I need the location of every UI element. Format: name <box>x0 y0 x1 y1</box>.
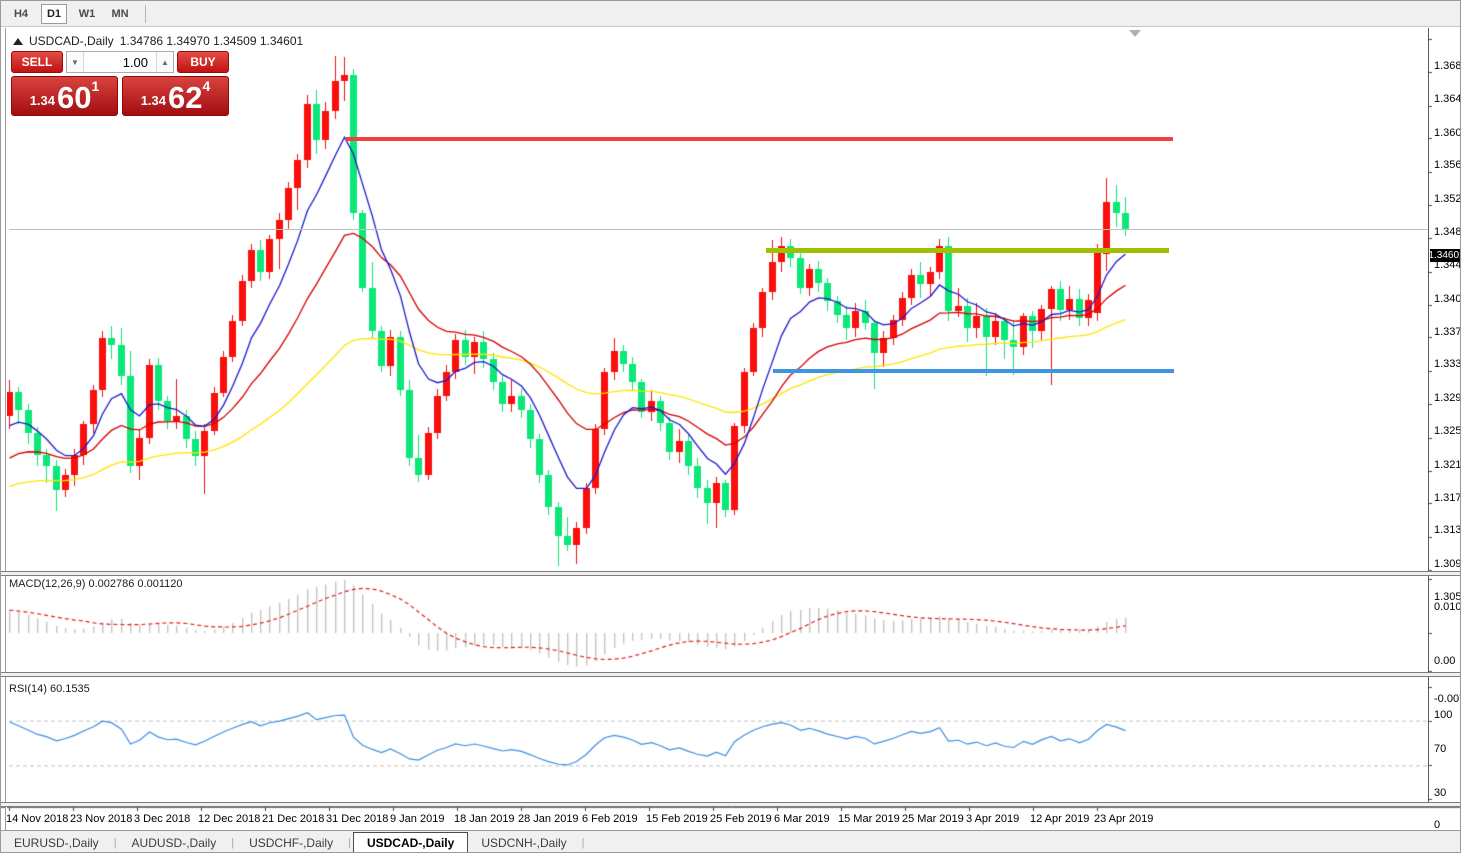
date-axis-label: 12 Dec 2018 <box>198 813 261 825</box>
date-axis-label: 6 Mar 2019 <box>774 813 830 825</box>
price-axis-label: 1.36460 <box>1434 93 1461 105</box>
one-click-collapse-icon[interactable] <box>13 37 23 45</box>
price-axis[interactable]: 1.36850 1.36460 1.36060 1.35670 1.35270 1.348… <box>1428 28 1461 831</box>
buy-button[interactable]: BUY <box>177 51 229 73</box>
price-axis-label: 1.33700 <box>1434 326 1461 338</box>
current-price-tag: 1.34601 <box>1428 249 1461 262</box>
price-axis-label: 1.31730 <box>1434 492 1461 504</box>
price-axis-label: 1.30940 <box>1434 558 1461 570</box>
buy-price-base: 1.34 <box>140 93 167 108</box>
price-axis-label: 1.32910 <box>1434 392 1461 404</box>
chart-shift-marker-icon[interactable] <box>1129 30 1141 37</box>
date-axis-label: 15 Feb 2019 <box>646 813 708 825</box>
price-axis-label: 1.36850 <box>1434 60 1461 72</box>
tab-separator: | <box>113 836 117 849</box>
volume-increase-icon[interactable]: ▲ <box>156 52 173 72</box>
price-axis-label: 1.32120 <box>1434 459 1461 471</box>
breakout-line[interactable] <box>766 248 1169 253</box>
date-axis-label: 23 Apr 2019 <box>1094 813 1154 825</box>
tab-usdchf[interactable]: USDCHF-,Daily <box>249 835 334 850</box>
date-axis-label: 15 Mar 2019 <box>838 813 900 825</box>
date-axis-label: 25 Feb 2019 <box>710 813 772 825</box>
rsi-axis-label: 100 <box>1434 709 1453 721</box>
pane-separator-macd-rsi[interactable] <box>1 672 1460 677</box>
sell-price-panel[interactable]: 1.34 60 1 <box>11 76 118 116</box>
ohlc-values: 1.34786 1.34970 1.34509 1.34601 <box>119 34 304 48</box>
tab-usdcad[interactable]: USDCAD-,Daily <box>352 831 469 852</box>
date-axis-label: 3 Dec 2018 <box>134 813 191 825</box>
buy-price-pip: 4 <box>202 78 211 94</box>
price-axis-label: 1.34880 <box>1434 226 1461 238</box>
tab-audusd[interactable]: AUDUSD-,Daily <box>131 835 217 850</box>
sell-button[interactable]: SELL <box>11 51 63 73</box>
volume-decrease-icon[interactable]: ▼ <box>67 52 84 72</box>
date-axis-label: 31 Dec 2018 <box>326 813 389 825</box>
price-axis-label: 1.32520 <box>1434 425 1461 437</box>
price-axis-label: 1.31340 <box>1434 524 1461 536</box>
date-axis-label: 25 Mar 2019 <box>902 813 964 825</box>
buy-price-panel[interactable]: 1.34 62 4 <box>122 76 229 116</box>
date-axis-label: 12 Apr 2019 <box>1030 813 1090 825</box>
date-axis[interactable]: 14 Nov 2018 23 Nov 2018 3 Dec 2018 12 Dec 2… <box>1 807 1460 830</box>
date-axis-label: 18 Jan 2019 <box>454 813 515 825</box>
symbol-period-label: USDCAD-,Daily <box>29 34 114 48</box>
macd-axis-label: 0.010229 <box>1434 601 1461 613</box>
rsi-indicator-label: RSI(14) 60.1535 <box>9 683 90 695</box>
pane-separator-rsi-axis[interactable] <box>1 802 1460 807</box>
chart-title: USDCAD-,Daily 1.34786 1.34970 1.34509 1.… <box>13 34 303 48</box>
pane-separator-main-macd[interactable] <box>1 571 1460 576</box>
sell-price-pip: 1 <box>91 78 100 94</box>
tab-eurusd[interactable]: EURUSD-,Daily <box>14 835 99 850</box>
macd-indicator-label: MACD(12,26,9) 0.002786 0.001120 <box>9 578 183 590</box>
date-axis-label: 9 Jan 2019 <box>390 813 445 825</box>
price-axis-label: 1.35670 <box>1434 159 1461 171</box>
price-axis-label: 1.34090 <box>1434 293 1461 305</box>
tab-separator: | <box>348 836 351 849</box>
sell-price-big: 60 <box>57 80 92 115</box>
one-click-trading-panel: SELL ▼ 1.00 ▲ BUY 1.34 60 1 1.34 62 4 <box>11 51 230 116</box>
tab-separator: | <box>581 836 585 849</box>
tab-usdcnh[interactable]: USDCNH-,Daily <box>481 835 567 850</box>
buy-price-big: 62 <box>168 80 203 115</box>
symbol-tab-bar: EURUSD-,Daily | AUDUSD-,Daily | USDCHF-,Dail… <box>1 830 1460 852</box>
price-axis-label: 1.30550 <box>1434 591 1461 603</box>
date-axis-label: 14 Nov 2018 <box>6 813 69 825</box>
volume-stepper: ▼ 1.00 ▲ <box>66 51 174 73</box>
macd-axis-label: -0.00747 <box>1434 693 1460 705</box>
date-axis-label: 28 Jan 2019 <box>518 813 579 825</box>
date-axis-label: 21 Dec 2018 <box>262 813 325 825</box>
bid-price-line <box>9 229 1428 230</box>
chart-left-frame <box>5 28 7 830</box>
price-axis-label: 1.35270 <box>1434 193 1461 205</box>
price-axis-label: 1.36060 <box>1434 127 1461 139</box>
date-axis-label: 3 Apr 2019 <box>966 813 1020 825</box>
price-axis-label: 1.34490 <box>1434 259 1461 271</box>
resistance-line[interactable] <box>346 137 1173 141</box>
rsi-axis-label: 70 <box>1434 743 1447 755</box>
tab-separator: | <box>231 836 235 849</box>
volume-input[interactable]: 1.00 <box>122 54 148 70</box>
macd-axis-label: 0.00 <box>1434 655 1456 667</box>
price-axis-label: 1.33310 <box>1434 358 1461 370</box>
rsi-axis-label: 30 <box>1434 787 1447 799</box>
rsi-axis-label: 0 <box>1434 819 1441 831</box>
sell-price-base: 1.34 <box>29 93 56 108</box>
date-axis-label: 23 Nov 2018 <box>70 813 133 825</box>
date-axis-label: 6 Feb 2019 <box>582 813 638 825</box>
support-line[interactable] <box>773 369 1174 373</box>
